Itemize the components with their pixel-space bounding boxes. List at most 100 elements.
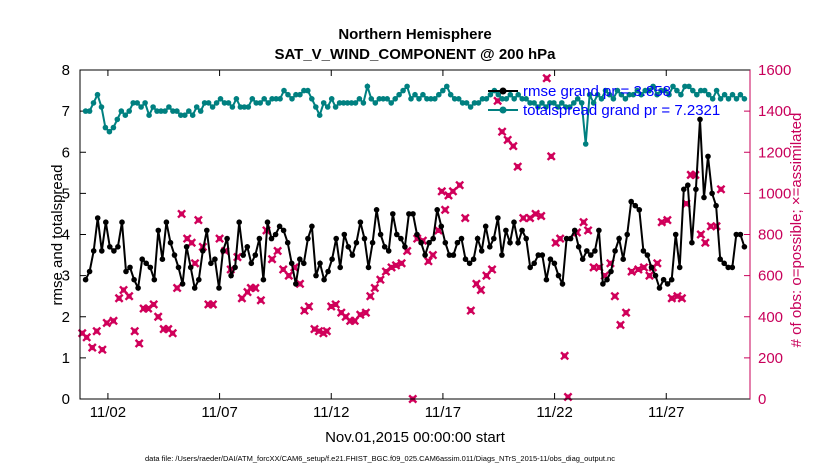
totalspread-point (578, 100, 585, 106)
totalspread-point (475, 100, 482, 106)
totalspread-point (582, 141, 589, 147)
totalspread-point (301, 87, 307, 94)
totalspread-point (320, 100, 327, 106)
obs-marker-core (538, 213, 544, 219)
totalspread-point (348, 100, 355, 106)
totalspread-point (416, 96, 422, 102)
rmse-point (450, 252, 457, 258)
totalspread-point (368, 96, 375, 102)
obs-marker-core (99, 347, 105, 353)
rmse-point (111, 248, 117, 254)
rmse-point (563, 235, 570, 242)
rmse-point (442, 239, 449, 246)
obs-marker (208, 299, 218, 309)
obs-marker (476, 285, 486, 295)
rmse-point (466, 260, 473, 267)
obs-marker (616, 320, 625, 330)
totalspread-point (412, 91, 418, 98)
totalspread-point (106, 128, 113, 135)
totalspread-point (499, 96, 506, 102)
totalspread-point (98, 104, 105, 110)
y-left-tick-label: 5 (62, 185, 70, 202)
rmse-point (216, 285, 222, 291)
obs-marker (466, 306, 476, 316)
obs-marker-core (161, 326, 167, 332)
totalspread-point (376, 96, 383, 102)
rmse-point (159, 256, 166, 263)
totalspread-point (142, 100, 148, 106)
obs-marker-core (562, 353, 568, 359)
totalspread-series (82, 82, 748, 147)
obs-marker (583, 225, 593, 235)
rmse-point (458, 235, 465, 242)
obs-marker (273, 246, 283, 256)
totalspread-point (82, 108, 89, 114)
totalspread-point (523, 96, 529, 102)
obs-marker-core (136, 340, 142, 347)
legend-rmse-label: rmse grand pr = 3.858 (523, 83, 671, 100)
totalspread-point (110, 124, 117, 131)
totalspread-point (400, 87, 406, 94)
rmse-point (620, 256, 626, 263)
totalspread-point (146, 112, 152, 118)
totalspread-point (213, 100, 220, 106)
obs-marker-core (702, 240, 708, 246)
rmse-point (212, 256, 218, 263)
y-axis-label-left: rmse and totalspread (49, 165, 66, 306)
totalspread-point (249, 96, 256, 102)
obs-marker-core (120, 287, 127, 293)
totalspread-point (698, 87, 704, 94)
totalspread-point (658, 87, 664, 94)
obs-marker-core (258, 297, 264, 303)
totalspread-point (241, 104, 248, 110)
obs-marker-core (450, 188, 456, 194)
rmse-point (357, 219, 364, 225)
rmse-point (543, 276, 550, 283)
rmse-point (280, 227, 287, 234)
rmse-point (604, 276, 610, 283)
obs-marker-core (457, 182, 463, 188)
obs-marker-core (515, 164, 521, 170)
rmse-point (507, 239, 513, 246)
totalspread-point (158, 108, 164, 114)
totalspread-point (531, 100, 537, 106)
totalspread-point (428, 96, 434, 102)
rmse-point (434, 207, 441, 213)
obs-marker (267, 254, 277, 264)
totalspread-point (90, 100, 97, 106)
totalspread-point (503, 96, 510, 102)
obs-marker-core (557, 236, 563, 242)
totalspread-point (332, 104, 339, 110)
y-left-tick-labels: 0 1 2 3 4 5 6 7 8 (62, 62, 70, 408)
y-left-tick-label: 3 (62, 268, 70, 285)
obs-marker-core (591, 264, 597, 270)
rmse-point (600, 281, 606, 287)
totalspread-point (567, 104, 573, 110)
obs-marker (355, 310, 365, 320)
obs-marker-core (683, 201, 689, 207)
rmse-point (272, 231, 279, 238)
totalspread-point (130, 100, 136, 106)
rmse-point (119, 219, 125, 225)
obs-marker (97, 345, 107, 355)
obs-marker (102, 318, 112, 328)
rmse-point (90, 248, 97, 254)
totalspread-point (364, 83, 371, 90)
totalspread-point (594, 91, 601, 98)
obs-marker-core (489, 266, 495, 273)
obs-marker-core (248, 285, 254, 291)
y-right-tick-label: 800 (758, 227, 783, 244)
totalspread-point (574, 96, 581, 102)
rmse-point (131, 276, 137, 283)
obs-marker-core (581, 219, 587, 225)
y-right-tick-label: 1200 (758, 144, 791, 161)
chart-subtitle: SAT_V_WIND_COMPONENT @ 200 hPa (274, 46, 556, 63)
rmse-point (301, 260, 307, 267)
rmse-point (491, 235, 497, 242)
obs-marker-core (483, 273, 490, 279)
legend-spread-marker (499, 106, 507, 114)
rmse-point (559, 281, 566, 287)
rmse-point (284, 239, 291, 246)
totalspread-point (563, 104, 569, 110)
obs-marker-core (367, 293, 373, 299)
